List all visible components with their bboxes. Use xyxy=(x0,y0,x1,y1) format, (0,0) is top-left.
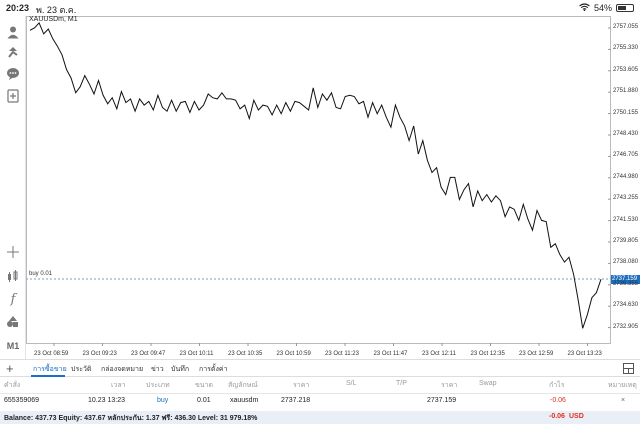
price-tick-label: 2741.530 xyxy=(613,216,639,223)
time-tick-label: 23 Oct 10:11 xyxy=(180,351,215,357)
tab-mailbox[interactable]: กล่องจดหมาย xyxy=(101,366,144,373)
order-type: buy xyxy=(157,397,169,404)
position-line-label: buy 0.01 xyxy=(29,271,53,277)
price-tick-label: 2736.355 xyxy=(613,280,639,287)
chart-frame xyxy=(26,16,611,344)
tab-active-indicator xyxy=(31,375,65,377)
battery-icon xyxy=(616,4,634,12)
price-axis: 2737.159 2757.055 2755.330 2753.605 2751.88… xyxy=(611,16,640,359)
tab-journal[interactable]: บันทึก xyxy=(171,366,190,373)
col-swap-header: Swap xyxy=(479,380,497,387)
chart-symbol-label: XAUUSDm, M1 xyxy=(29,16,78,23)
time-tick-label: 23 Oct 08:59 xyxy=(34,351,69,357)
total-profit: -0.06 xyxy=(549,413,565,420)
close-position-icon[interactable]: × xyxy=(621,397,626,404)
chart-type-icon[interactable] xyxy=(3,266,23,286)
col-profit-header: กำไร xyxy=(549,382,565,389)
order-current-price: 2737.159 xyxy=(427,397,457,404)
expand-panel-icon[interactable] xyxy=(623,363,634,376)
tab-settings[interactable]: การตั้งค่า xyxy=(199,366,228,373)
current-price-tag: 2737.159 xyxy=(611,275,640,285)
wifi-icon xyxy=(579,3,590,13)
price-tick-label: 2743.255 xyxy=(613,195,639,202)
col-symbol-header: สัญลักษณ์ xyxy=(228,382,258,389)
price-tick-label: 2734.630 xyxy=(613,302,639,309)
time-tick-label: 23 Oct 11:47 xyxy=(374,351,409,357)
chart-canvas: 23 Oct 08:59 23 Oct 09:23 23 Oct 09:47 23 O… xyxy=(26,16,611,357)
crosshair-icon[interactable] xyxy=(3,242,23,262)
price-tick-label: 2746.705 xyxy=(613,152,639,159)
battery-percent: 54% xyxy=(593,3,612,13)
add-icon[interactable]: + xyxy=(6,361,14,376)
time-tick-label: 23 Oct 10:59 xyxy=(277,351,312,357)
time-tick-label: 23 Oct 13:23 xyxy=(568,351,603,357)
price-tick-label: 2755.330 xyxy=(613,45,639,52)
price-tick-label: 2738.080 xyxy=(613,259,639,266)
tab-history[interactable]: ประวัติ xyxy=(71,366,92,373)
row-divider xyxy=(0,393,640,394)
time-tick-label: 23 Oct 12:59 xyxy=(519,351,554,357)
order-id: 655359069 xyxy=(4,397,40,404)
objects-icon[interactable] xyxy=(3,312,23,332)
tab-trade[interactable]: การซื้อขาย xyxy=(33,366,67,373)
battery-fill xyxy=(618,6,626,10)
order-symbol: xauusdm xyxy=(230,397,259,404)
price-tick-label: 2748.430 xyxy=(613,131,639,137)
trade-table: คำสั่ง เวลา ประเภท ขนาด สัญลักษณ์ ราคา S… xyxy=(0,377,640,447)
price-tick-label: 2757.055 xyxy=(613,24,639,30)
col-type-header: ประเภท xyxy=(146,382,170,389)
balance-summary: Balance: 437.73 Equity: 437.67 หลักประกั… xyxy=(4,415,258,422)
col-time-header: เวลา xyxy=(111,382,126,389)
indicators-icon[interactable]: f xyxy=(10,291,16,307)
order-size: 0.01 xyxy=(197,397,211,404)
time-tick-label: 23 Oct 11:23 xyxy=(325,351,360,357)
balance-row: Balance: 437.73 Equity: 437.67 หลักประกั… xyxy=(0,411,640,424)
time-tick-label: 23 Oct 09:47 xyxy=(131,351,166,357)
time-tick-label: 23 Oct 10:35 xyxy=(228,351,263,357)
price-tick-label: 2751.880 xyxy=(613,88,639,95)
col-current-price-header: ราคา xyxy=(441,382,458,389)
time-tick-label: 23 Oct 09:23 xyxy=(83,351,118,357)
chat-icon[interactable] xyxy=(3,64,23,84)
price-tick-label: 2744.980 xyxy=(613,173,639,180)
col-tp-header: T/P xyxy=(396,380,407,387)
currency-label: USD xyxy=(569,413,584,420)
account-icon[interactable] xyxy=(3,22,23,42)
status-time: 20:23 xyxy=(6,3,30,13)
order-open-price: 2737.218 xyxy=(281,397,311,404)
time-tick-label: 23 Oct 12:11 xyxy=(422,351,457,357)
price-tick-label: 2750.155 xyxy=(613,109,639,116)
order-time: 10.23 13:23 xyxy=(88,397,125,404)
col-size-header: ขนาด xyxy=(195,382,214,389)
price-line xyxy=(29,21,602,329)
order-profit: -0.06 xyxy=(550,397,566,404)
price-chart[interactable]: 23 Oct 08:59 23 Oct 09:23 23 Oct 09:47 23 O… xyxy=(26,16,611,359)
status-right: 54% xyxy=(579,3,634,13)
tab-news[interactable]: ข่าว xyxy=(151,366,164,373)
price-tick-label: 2753.605 xyxy=(613,66,639,73)
status-date: พ. 23 ต.ค. xyxy=(36,5,77,15)
trade-icon[interactable] xyxy=(3,43,23,63)
left-toolbar: f M1 xyxy=(0,16,26,359)
col-price-header: ราคา xyxy=(293,382,310,389)
time-tick-label: 23 Oct 12:35 xyxy=(471,351,506,357)
col-sl-header: S/L xyxy=(346,380,357,387)
price-tick-label: 2732.905 xyxy=(613,323,639,330)
col-order-header: คำสั่ง xyxy=(4,382,21,389)
col-note-header: หมายเหตุ xyxy=(608,382,637,389)
terminal-tabs: + การซื้อขาย ประวัติ กล่องจดหมาย ข่าว บั… xyxy=(0,359,640,377)
status-bar: 20:23 พ. 23 ต.ค. 54% xyxy=(0,0,640,16)
add-chart-icon[interactable] xyxy=(3,86,23,106)
timeframe-icon[interactable]: M1 xyxy=(6,341,20,351)
price-tick-label: 2739.805 xyxy=(613,238,639,244)
